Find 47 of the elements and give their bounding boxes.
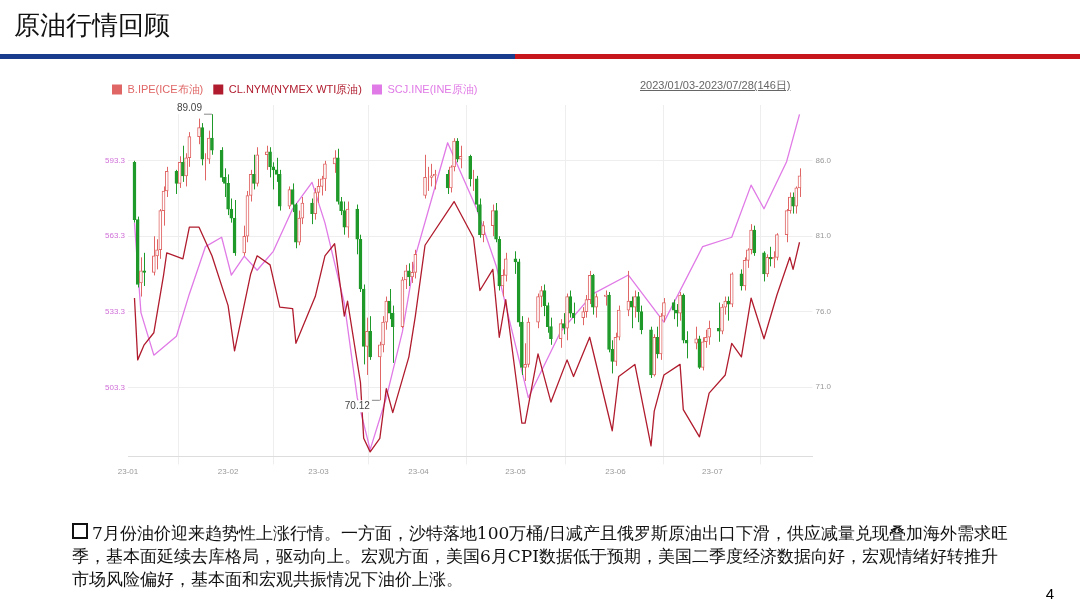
candlestick <box>407 262 411 287</box>
candlestick <box>310 198 314 225</box>
y2-tick-label: 71.0 <box>815 382 832 392</box>
x-tick-label: 23-04 <box>408 467 430 477</box>
legend-label: B.IPE(ICE布油) <box>127 82 204 95</box>
x-tick-label: 23-02 <box>217 467 239 477</box>
chart-title: 原油行情回顾 <box>14 9 170 42</box>
candlestick <box>594 293 598 319</box>
candlestick <box>181 145 185 183</box>
candlestick <box>139 256 143 298</box>
x-tick-label: 23-06 <box>605 467 627 477</box>
candlestick <box>762 250 766 282</box>
candlestick <box>323 160 327 192</box>
candlestick <box>210 113 214 156</box>
y-tick-label: 593.3 <box>104 155 126 165</box>
y2-tick-label: 86.0 <box>815 156 832 165</box>
y2-tick-label: 81.0 <box>815 231 832 241</box>
candlestick <box>720 303 724 335</box>
x-tick-label: 23-01 <box>117 467 139 477</box>
candlestick <box>481 220 485 243</box>
y2-tick-label: 76.0 <box>815 306 832 316</box>
x-tick-label: 23-05 <box>505 467 527 477</box>
candlestick <box>468 154 473 187</box>
candlestick <box>268 146 272 178</box>
y-tick-label: 503.3 <box>104 382 126 392</box>
x-tick-label: 23-03 <box>308 467 330 477</box>
text: 4 <box>1045 585 1054 602</box>
candlestick <box>152 235 156 276</box>
candlestick <box>707 320 711 346</box>
legend-label: SCJ.INE(INE原油) <box>387 82 478 95</box>
candlestick <box>716 302 721 343</box>
y-tick-label: 533.3 <box>104 307 126 317</box>
annotation: 89.09 <box>176 101 203 113</box>
candlestick <box>562 312 566 335</box>
annotation: 70.12 <box>344 400 371 412</box>
text: 7月份油价迎来趋势性上涨行情。一方面，沙特落地100万桶/日减产且俄罗斯原油出口下滑，供应减量兑现叠加海外需求旺季，基本面延续去库格局，驱动向上。宏观方面，美国6月CPI数据低于预期，美国二季度经济数据向好，宏观情绪好转推升市场风险偏好，基本面和宏观共振情况下油价上涨。 <box>72 523 1008 589</box>
candlestick <box>694 326 699 350</box>
x-tick-label: 23-07 <box>702 467 724 477</box>
candlestick <box>197 118 201 145</box>
text: 2023/01/03-2023/07/28(146日) <box>640 78 791 93</box>
candlestick <box>752 225 757 257</box>
candlestick <box>791 191 795 215</box>
y-tick-label: 563.3 <box>104 231 126 241</box>
candlestick <box>142 252 146 287</box>
legend-label: CL.NYM(NYMEX WTI原油) <box>228 82 363 95</box>
candlestick <box>423 154 427 200</box>
candlestick <box>636 291 640 323</box>
